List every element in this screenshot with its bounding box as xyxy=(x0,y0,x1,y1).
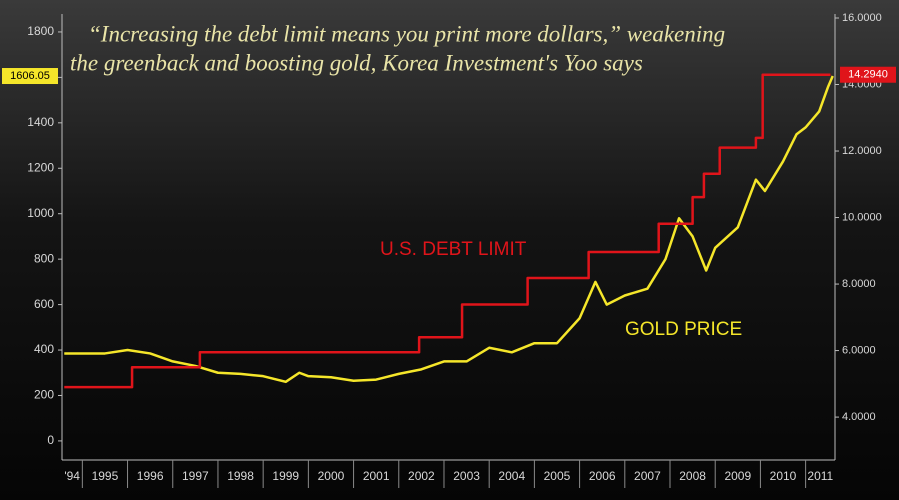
y-tick-label: 400 xyxy=(34,342,54,356)
y-tick-label: 800 xyxy=(34,251,54,265)
current-value-label: 14.2940 xyxy=(848,69,888,81)
annotation: U.S. DEBT LIMIT xyxy=(380,239,527,260)
x-tick-label: 1998 xyxy=(227,469,254,483)
x-tick-label: 2002 xyxy=(408,469,435,483)
x-tick-label: 1999 xyxy=(272,469,299,483)
x-tick-label: 2011 xyxy=(807,469,833,483)
y2-tick-label: 8.0000 xyxy=(842,278,876,290)
title-line: the greenback and boosting gold, Korea I… xyxy=(70,50,643,75)
x-tick-label: 2005 xyxy=(544,469,571,483)
x-tick-label: 2010 xyxy=(770,469,797,483)
x-tick-label: 2008 xyxy=(679,469,706,483)
current-value-box xyxy=(840,66,896,83)
x-tick-label: 2000 xyxy=(318,469,345,483)
y-tick-label: 600 xyxy=(34,297,54,311)
y-tick-label: 1800 xyxy=(27,24,54,38)
y2-tick-label: 12.0000 xyxy=(842,145,882,157)
x-tick-label: 1995 xyxy=(92,469,119,483)
y-tick-label: 200 xyxy=(34,388,54,402)
x-tick-label: 2007 xyxy=(634,469,661,483)
x-tick-label: '94 xyxy=(64,469,80,483)
x-tick-label: 1997 xyxy=(182,469,209,483)
current-value-label: 1606.05 xyxy=(10,70,50,82)
annotation: GOLD PRICE xyxy=(625,319,742,340)
series-line xyxy=(64,73,831,389)
y-tick-label: 0 xyxy=(47,433,54,447)
y2-tick-label: 4.0000 xyxy=(842,411,876,423)
x-tick-label: 2004 xyxy=(498,469,525,483)
current-value-box xyxy=(2,68,58,85)
series-line xyxy=(64,75,834,384)
x-tick-label: 2006 xyxy=(589,469,616,483)
y-tick-label: 1000 xyxy=(27,206,54,220)
x-tick-label: 2003 xyxy=(453,469,480,483)
x-tick-label: 2001 xyxy=(363,469,390,483)
y-tick-label: 1200 xyxy=(27,160,54,174)
x-tick-label: 2009 xyxy=(724,469,751,483)
x-tick-label: 1996 xyxy=(137,469,164,483)
y2-tick-label: 10.0000 xyxy=(842,211,882,223)
y-tick-label: 1400 xyxy=(27,115,54,129)
y2-tick-label: 6.0000 xyxy=(842,344,876,356)
title-line: “Increasing the debt limit means you pri… xyxy=(88,21,725,46)
y2-tick-label: 16.0000 xyxy=(842,12,882,24)
